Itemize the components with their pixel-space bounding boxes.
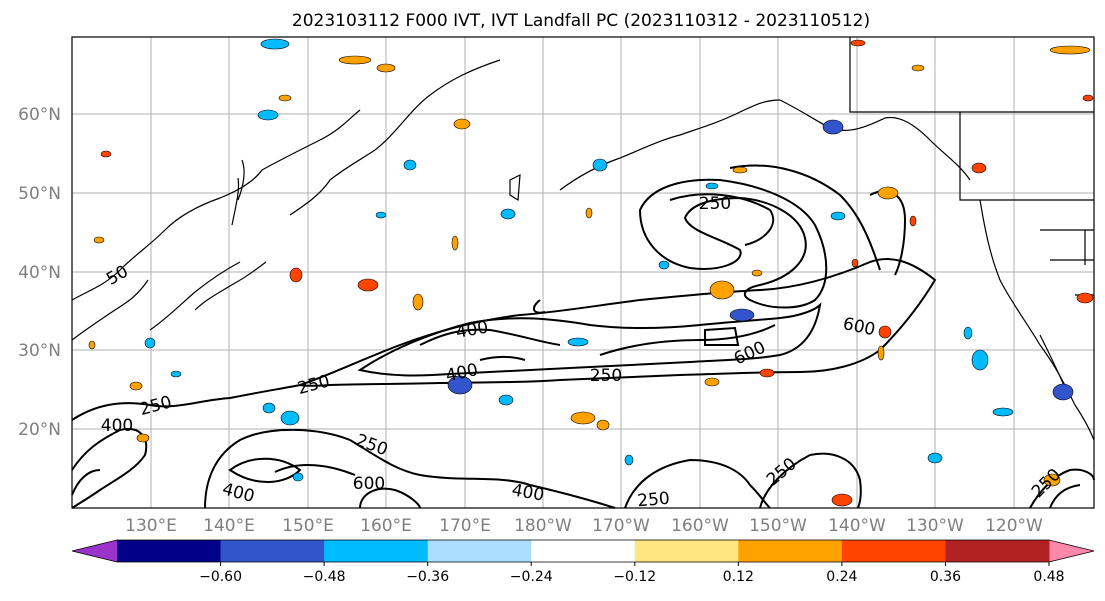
colorbar-tick-label: 0.48 — [1033, 569, 1064, 585]
lon-label: 180°W — [514, 516, 572, 536]
lat-label: 50°N — [18, 184, 61, 204]
contour-label: 600 — [353, 474, 385, 494]
colorbar-extend-high — [1049, 540, 1094, 562]
lat-label: 30°N — [18, 341, 61, 361]
colorbar: −0.60 −0.48 −0.36 −0.24 −0.12 0.12 0.24 0.36 0.4… — [71, 539, 1095, 585]
colorbar-box — [841, 540, 946, 562]
contour-label: 250 — [699, 194, 731, 214]
lon-label: 160°E — [360, 516, 412, 536]
contour-labels: 250 400 400 250 600 600 250 250 400 250 … — [101, 194, 1065, 511]
colorbar-extend-low — [72, 540, 117, 562]
pc-shading — [88, 38, 1094, 507]
lon-label: 150°W — [749, 516, 807, 536]
colorbar-box — [427, 540, 532, 562]
colorbar-tick-label: −0.24 — [510, 569, 553, 585]
contour-label: 250 — [590, 366, 622, 386]
map-panel: 250 400 400 250 600 600 250 250 400 250 … — [71, 36, 1095, 511]
colorbar-tick-label: 0.24 — [826, 569, 857, 585]
longitude-labels: 130°E 140°E 150°E 160°E 170°E 180°W 170°… — [125, 516, 1043, 536]
colorbar-tick-label: 0.12 — [723, 569, 754, 585]
colorbar-box — [634, 540, 739, 562]
lon-label: 150°E — [282, 516, 334, 536]
colorbar-tick-label: −0.60 — [199, 569, 242, 585]
colorbar-box — [738, 540, 843, 562]
colorbar-box — [220, 540, 325, 562]
lon-label: 130°E — [125, 516, 177, 536]
ivt-contours — [71, 164, 1095, 509]
figure-title: 2023103112 F000 IVT, IVT Landfall PC (20… — [292, 11, 870, 31]
lat-label: 40°N — [18, 263, 61, 283]
lon-label: 130°W — [906, 516, 964, 536]
colorbar-box — [945, 540, 1050, 562]
colorbar-tick-label: −0.36 — [406, 569, 449, 585]
lat-label: 20°N — [18, 420, 61, 440]
contour-label: 250 — [637, 489, 671, 512]
latitude-labels: 60°N 50°N 40°N 30°N 20°N — [18, 105, 61, 440]
map-frame — [71, 36, 1095, 509]
lon-label: 140°E — [203, 516, 255, 536]
lat-label: 60°N — [18, 105, 61, 125]
contour-label: 400 — [101, 416, 133, 436]
colorbar-ticks: −0.60 −0.48 −0.36 −0.24 −0.12 0.12 0.24 0.36 0.4… — [199, 562, 1065, 585]
colorbar-box — [531, 540, 636, 562]
lon-label: 170°E — [439, 516, 491, 536]
lon-label: 120°W — [985, 516, 1043, 536]
colorbar-tick-label: 0.36 — [930, 569, 961, 585]
colorbar-box — [117, 540, 222, 562]
lon-label: 140°W — [828, 516, 886, 536]
lon-label: 170°W — [592, 516, 650, 536]
gridlines — [72, 37, 1094, 508]
colorbar-outline — [71, 539, 1095, 563]
lon-label: 160°W — [671, 516, 729, 536]
colorbar-box — [324, 540, 429, 562]
colorbar-boxes — [117, 540, 1050, 562]
colorbar-tick-label: −0.48 — [303, 569, 346, 585]
colorbar-tick-label: −0.12 — [613, 569, 656, 585]
